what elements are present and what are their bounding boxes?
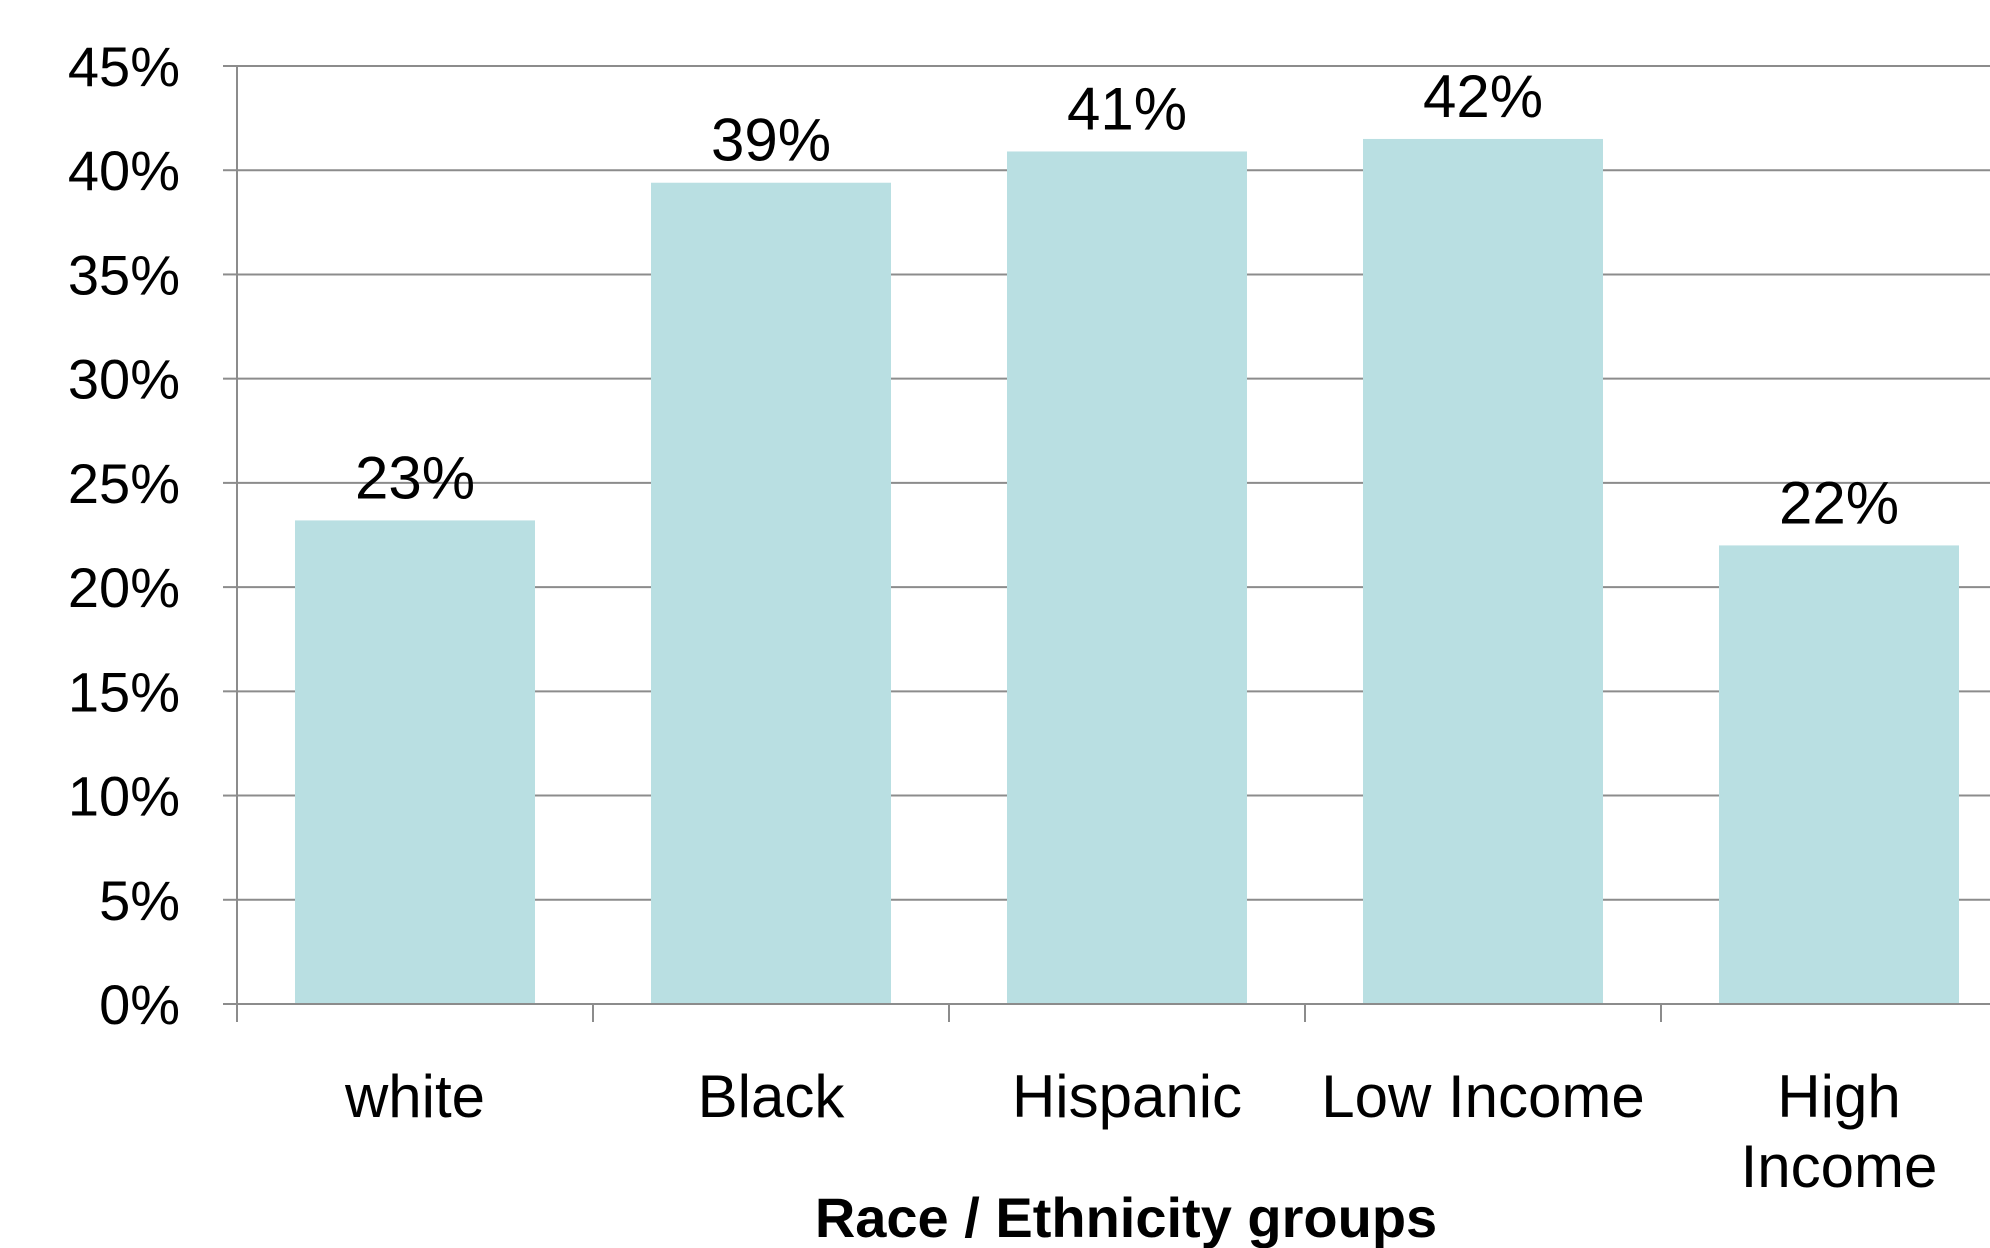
y-tick-label: 20%	[68, 556, 180, 619]
y-tick-label: 45%	[68, 35, 180, 98]
y-tick-label: 10%	[68, 765, 180, 828]
category-label: Hispanic	[1012, 1063, 1242, 1130]
category-label: Black	[698, 1063, 846, 1130]
data-label: 39%	[711, 107, 831, 174]
x-axis-title: Race / Ethnicity groups	[815, 1186, 1437, 1248]
y-tick-label: 25%	[68, 452, 180, 515]
y-tick-label: 15%	[68, 660, 180, 723]
category-label: Low Income	[1321, 1063, 1645, 1130]
category-labels: white Black Hispanic Low Income High Income	[344, 1063, 1937, 1200]
y-tick-label: 0%	[99, 973, 180, 1036]
category-label: High Income	[1741, 1063, 1938, 1200]
y-tick-label: 5%	[99, 869, 180, 932]
bar-white	[295, 520, 535, 1004]
data-labels: 23% 39% 41% 42% 22%	[355, 63, 1899, 536]
y-tick-label: 40%	[68, 139, 180, 202]
bars	[295, 138, 1959, 1004]
y-tick-label: 30%	[68, 348, 180, 411]
category-label: white	[344, 1063, 485, 1130]
data-label: 23%	[355, 444, 475, 511]
axes	[236, 66, 1990, 1005]
data-label: 22%	[1779, 469, 1899, 536]
bar-black	[651, 182, 891, 1004]
y-tick-labels: 0% 5% 10% 15% 20% 25% 30% 35% 40% 45%	[68, 35, 180, 1036]
bar-high-income	[1719, 545, 1959, 1004]
bar-low-income	[1363, 138, 1603, 1004]
bar-hispanic	[1007, 151, 1247, 1004]
data-label: 41%	[1067, 75, 1187, 142]
data-label: 42%	[1423, 63, 1543, 130]
y-tick-label: 35%	[68, 243, 180, 306]
